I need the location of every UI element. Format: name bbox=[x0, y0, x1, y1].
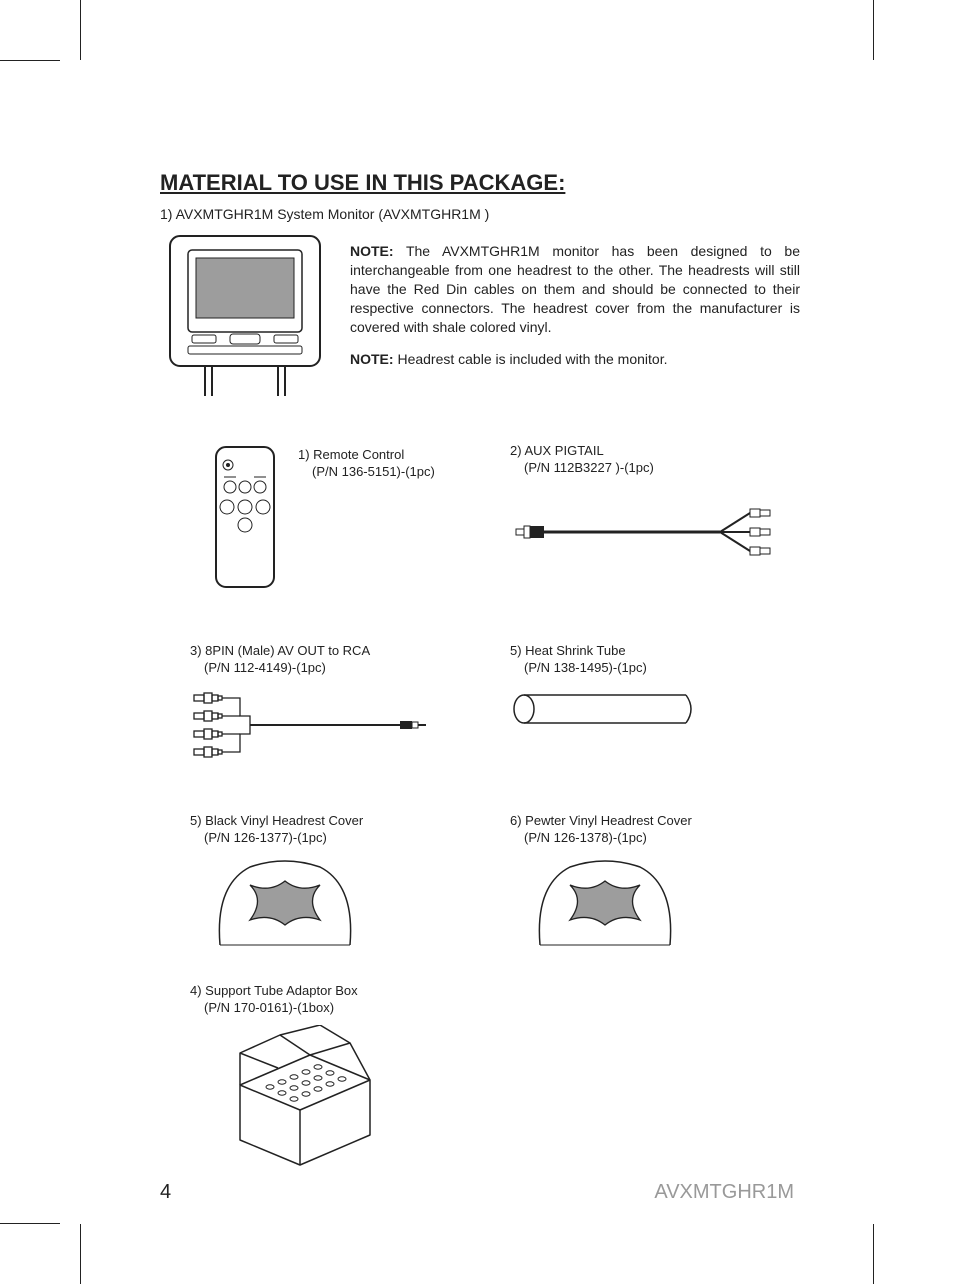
item-black-pn: (P/N 126-1377)-(1pc) bbox=[190, 830, 490, 847]
item-adaptor-pn: (P/N 170-0161)-(1box) bbox=[190, 1000, 490, 1017]
note-2: NOTE: Headrest cable is included with th… bbox=[350, 350, 800, 369]
note-1: NOTE: The AVXMTGHR1M monitor has been de… bbox=[350, 242, 800, 336]
monitor-diagram bbox=[160, 228, 330, 403]
footer-model: AVXMTGHR1M bbox=[654, 1181, 794, 1204]
item-adaptor-title: 4) Support Tube Adaptor Box bbox=[190, 983, 490, 1000]
aux-diagram bbox=[510, 501, 810, 566]
item-heat-title: 5) Heat Shrink Tube bbox=[510, 643, 810, 660]
heat-diagram bbox=[510, 689, 810, 734]
item-aux-title: 2) AUX PIGTAIL bbox=[510, 443, 810, 460]
item-heat-pn: (P/N 138-1495)-(1pc) bbox=[510, 660, 810, 677]
main-item-label: 1) AVXMTGHR1M System Monitor (AVXMTGHR1M… bbox=[160, 206, 800, 222]
remote-diagram bbox=[210, 443, 280, 598]
item-avout-pn: (P/N 112-4149)-(1pc) bbox=[190, 660, 490, 677]
item-pewter-pn: (P/N 126-1378)-(1pc) bbox=[510, 830, 810, 847]
pewter-cover-diagram bbox=[530, 855, 810, 960]
adaptor-diagram bbox=[220, 1025, 490, 1180]
item-avout-title: 3) 8PIN (Male) AV OUT to RCA bbox=[190, 643, 490, 660]
item-black-title: 5) Black Vinyl Headrest Cover bbox=[190, 813, 490, 830]
page-number: 4 bbox=[160, 1181, 171, 1204]
avout-diagram bbox=[190, 689, 490, 774]
item-remote-pn: (P/N 136-5151)-(1pc) bbox=[298, 464, 435, 481]
page-title: MATERIAL TO USE IN THIS PACKAGE: bbox=[160, 170, 800, 196]
item-aux-pn: (P/N 112B3227 )-(1pc) bbox=[510, 460, 810, 477]
item-remote-title: 1) Remote Control bbox=[298, 447, 435, 464]
item-pewter-title: 6) Pewter Vinyl Headrest Cover bbox=[510, 813, 810, 830]
black-cover-diagram bbox=[210, 855, 490, 960]
